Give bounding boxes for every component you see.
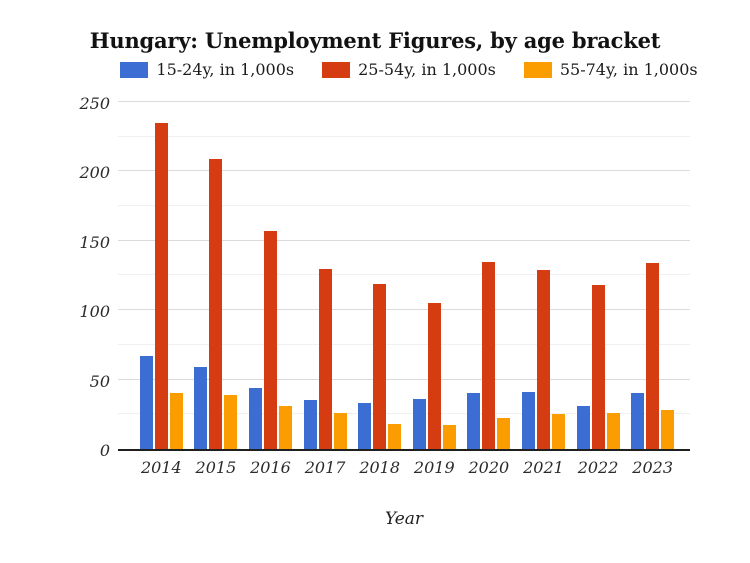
- bar-2014-15-24y: [139, 356, 153, 449]
- bar-2017-25-54y: [318, 268, 332, 449]
- legend-label-25-54y: 25-54y, in 1,000s: [358, 60, 496, 79]
- bar-group-2019: [407, 102, 462, 449]
- bar-2016-55-74y: [278, 405, 292, 449]
- bar-2018-55-74y: [388, 424, 402, 449]
- gridline-225: [118, 136, 690, 137]
- bar-group-2021: [516, 102, 571, 449]
- bar-2018-25-54y: [373, 283, 387, 449]
- bar-2022-15-24y: [576, 405, 590, 449]
- bar-2023-25-54y: [646, 263, 660, 449]
- bar-2023-15-24y: [631, 393, 645, 449]
- x-tick-2020: 2020: [468, 458, 510, 477]
- gridline-100: [118, 309, 690, 310]
- legend: 15-24y, in 1,000s 25-54y, in 1,000s 55-74y…: [34, 60, 750, 79]
- gridline-125: [118, 274, 690, 275]
- bar-2019-15-24y: [412, 399, 426, 449]
- y-tick-50: 50: [89, 372, 110, 391]
- bar-group-2023: [625, 102, 680, 449]
- bar-2016-15-24y: [248, 387, 262, 449]
- bar-2014-25-54y: [154, 122, 168, 449]
- bar-group-2016: [243, 102, 298, 449]
- bar-2021-25-54y: [536, 269, 550, 449]
- bar-2019-55-74y: [442, 425, 456, 449]
- x-tick-2015: 2015: [195, 458, 237, 477]
- x-tick-2021: 2021: [523, 458, 564, 477]
- bar-2015-15-24y: [194, 367, 208, 449]
- bar-2015-25-54y: [209, 158, 223, 449]
- x-axis-title: Year: [384, 509, 424, 529]
- bar-group-2017: [298, 102, 353, 449]
- x-axis: 2014 2015 2016 2017 2018 2019 2020 2021 2022 2023: [118, 458, 690, 477]
- x-tick-2018: 2018: [359, 458, 401, 477]
- bar-group-2020: [462, 102, 517, 449]
- bar-2020-25-54y: [482, 261, 496, 449]
- bar-2021-15-24y: [521, 392, 535, 449]
- bar-2016-25-54y: [263, 231, 277, 449]
- legend-swatch-15-24y: [120, 61, 149, 78]
- y-tick-200: 200: [79, 163, 110, 182]
- bar-2014-55-74y: [169, 393, 183, 449]
- bar-2022-25-54y: [591, 285, 605, 449]
- bar-2019-25-54y: [427, 303, 441, 449]
- y-tick-0: 0: [99, 441, 110, 460]
- gridline-25: [118, 413, 690, 414]
- y-tick-150: 150: [79, 233, 110, 252]
- legend-item-25-54y: 25-54y, in 1,000s: [322, 60, 496, 79]
- gridline-175: [118, 205, 690, 206]
- bar-2020-15-24y: [467, 393, 481, 449]
- legend-item-15-24y: 15-24y, in 1,000s: [120, 60, 294, 79]
- bar-group-2022: [571, 102, 626, 449]
- gridline-75: [118, 344, 690, 345]
- legend-item-55-74y: 55-74y, in 1,000s: [523, 60, 698, 79]
- bar-group-2015: [189, 102, 244, 449]
- plot-area: [118, 101, 690, 451]
- legend-label-55-74y: 55-74y, in 1,000s: [559, 60, 698, 79]
- bar-2017-15-24y: [303, 400, 317, 449]
- gridline-200: [118, 170, 690, 171]
- gridline-150: [118, 240, 690, 241]
- x-tick-2019: 2019: [413, 458, 455, 477]
- bar-groups: [118, 102, 690, 449]
- bar-2020-55-74y: [497, 418, 511, 449]
- bar-group-2018: [352, 102, 407, 449]
- y-tick-250: 250: [79, 94, 110, 113]
- chart-title: Hungary: Unemployment Figures, by age br…: [89, 28, 661, 53]
- bar-2021-55-74y: [551, 414, 565, 449]
- gridline-50: [118, 379, 690, 380]
- chart-body: 0 50 100 150 200 250: [0, 95, 750, 460]
- bar-group-2014: [134, 102, 189, 449]
- bar-2018-15-24y: [358, 403, 372, 449]
- bar-2015-55-74y: [224, 394, 238, 449]
- legend-swatch-55-74y: [523, 61, 552, 78]
- x-tick-2014: 2014: [140, 458, 182, 477]
- y-tick-100: 100: [79, 302, 110, 321]
- x-tick-2022: 2022: [577, 458, 619, 477]
- x-tick-2016: 2016: [250, 458, 291, 477]
- bar-2017-55-74y: [333, 412, 347, 449]
- legend-label-15-24y: 15-24y, in 1,000s: [156, 60, 295, 79]
- bar-2022-55-74y: [606, 412, 620, 449]
- y-axis: 0 50 100 150 200 250: [0, 95, 118, 460]
- x-tick-2017: 2017: [304, 458, 346, 477]
- bar-2023-55-74y: [661, 410, 675, 449]
- legend-swatch-25-54y: [322, 61, 351, 78]
- gridline-250: [118, 101, 690, 102]
- x-tick-2023: 2023: [632, 458, 673, 477]
